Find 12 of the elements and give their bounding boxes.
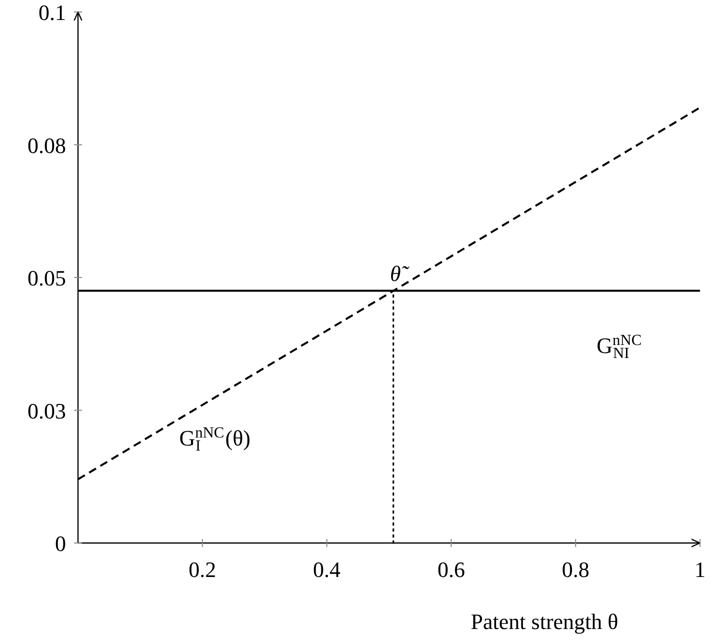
annotation: θ̃ [390,260,410,286]
y-tick-label: 0.05 [28,266,66,290]
x-tick-label: 0.2 [188,557,216,582]
y-tick-label: 0 [55,531,66,556]
x-tick-label: 1 [694,557,706,582]
y-tick-label: 0.1 [38,0,66,25]
y-tick-label: 0.08 [28,132,66,158]
x-axis-title: Patent strength θ [470,609,618,634]
y-tick-label: 0.03 [28,398,66,424]
x-tick-label: 0.4 [313,557,341,582]
x-tick-label: 0.8 [562,557,590,582]
x-tick-label: 0.6 [437,557,465,582]
